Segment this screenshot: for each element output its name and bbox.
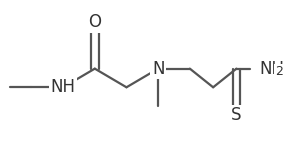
Text: S: S <box>231 106 242 124</box>
Text: N: N <box>152 60 164 78</box>
Text: NH: NH <box>51 78 76 96</box>
Text: O: O <box>88 13 101 31</box>
Text: NH: NH <box>260 60 285 78</box>
Text: 2: 2 <box>275 65 283 78</box>
